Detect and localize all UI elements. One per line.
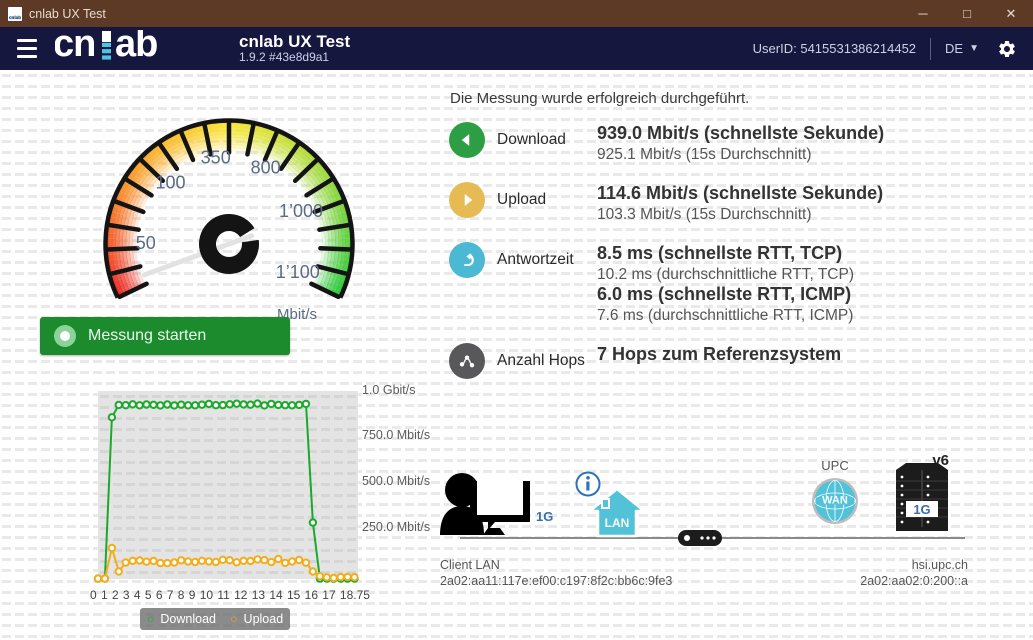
- svg-text:LAN: LAN: [605, 516, 630, 530]
- svg-text:cn: cn: [55, 30, 95, 62]
- svg-text:1G: 1G: [913, 502, 930, 517]
- svg-text:ab: ab: [115, 30, 157, 62]
- svg-text:WAN: WAN: [822, 495, 848, 507]
- svg-text:800: 800: [251, 158, 281, 178]
- svg-text:1’000: 1’000: [279, 201, 323, 221]
- svg-text:cnlab: cnlab: [9, 15, 21, 20]
- svg-text:50: 50: [136, 233, 156, 253]
- svg-text:1’100: 1’100: [276, 262, 320, 282]
- svg-text:350: 350: [201, 148, 231, 168]
- svg-text:100: 100: [155, 172, 185, 192]
